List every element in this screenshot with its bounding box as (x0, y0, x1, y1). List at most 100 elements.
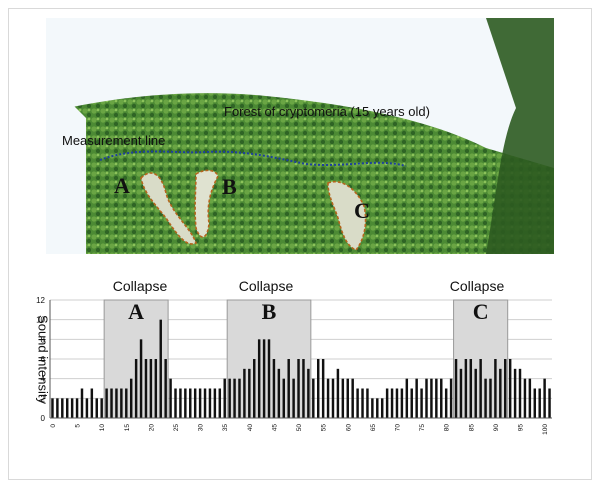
site-label-b: B (222, 174, 237, 199)
region-letter-b: B (262, 299, 277, 324)
bar (484, 378, 487, 418)
forest-photo: A B C Forest of cryptomeria (15 years ol… (46, 18, 554, 254)
x-tick-label: 55 (321, 424, 328, 432)
x-tick-label: 70 (394, 424, 401, 432)
bars (51, 319, 551, 418)
bar (307, 368, 310, 418)
bar (538, 388, 541, 418)
bar (223, 378, 226, 418)
bar (543, 378, 546, 418)
bar (80, 388, 84, 418)
bar (366, 388, 369, 418)
y-tick-label: 12 (36, 296, 45, 305)
bar (208, 388, 212, 418)
bar (533, 388, 537, 418)
y-tick-label: 6 (41, 355, 46, 364)
bar (115, 388, 118, 418)
bar (400, 388, 404, 418)
bar (415, 378, 418, 418)
bar (430, 378, 433, 418)
bar (513, 368, 517, 418)
x-tick-label: 95 (518, 424, 525, 432)
bar (395, 388, 399, 418)
bar (459, 368, 463, 418)
bar (110, 388, 113, 418)
bar (479, 359, 482, 418)
bar (144, 359, 148, 418)
bar (90, 388, 94, 418)
collapse-label-b: Collapse (238, 278, 294, 294)
sound-intensity-chart: A B C 0 2 4 6 8 10 12 0 5 10 15 20 25 30 35 40 45 50 55 60 65 7… (36, 296, 552, 435)
measurement-line-label: Measurement line (62, 133, 166, 148)
bar (51, 398, 54, 418)
axes (49, 300, 552, 419)
x-tick-label: 15 (124, 424, 131, 432)
bar (297, 359, 300, 418)
bar (504, 359, 507, 418)
bar (238, 378, 241, 418)
bar (70, 398, 74, 418)
x-tick-label: 100 (542, 424, 549, 435)
site-label-c: C (354, 198, 370, 223)
bar (312, 378, 315, 418)
bar (548, 388, 551, 418)
x-tick-label: 65 (370, 424, 377, 432)
x-tick-label: 50 (296, 424, 303, 432)
y-tick-label: 2 (41, 394, 46, 403)
x-tick-label: 35 (222, 424, 229, 432)
bar (489, 378, 492, 418)
bar (425, 378, 428, 418)
x-tick-label: 60 (345, 424, 352, 432)
bar (346, 378, 349, 418)
bar (75, 398, 79, 418)
bar (405, 378, 409, 418)
x-tick-label: 0 (50, 424, 57, 428)
bar (120, 388, 123, 418)
bar (262, 339, 266, 418)
bar (277, 368, 281, 418)
x-tick-label: 75 (419, 424, 426, 432)
bar (499, 368, 502, 418)
bar (159, 319, 162, 418)
bar (385, 388, 389, 418)
x-tick-label: 85 (468, 424, 475, 432)
bar (371, 398, 374, 418)
bar (174, 388, 177, 418)
bar (523, 378, 527, 418)
bar (228, 378, 231, 418)
bar (326, 378, 330, 418)
bar (321, 359, 325, 418)
forest-photo-drawing: A B C (46, 18, 554, 254)
x-tick-label: 25 (173, 424, 180, 432)
bar (449, 378, 453, 418)
bar (139, 339, 143, 418)
bar (376, 398, 379, 418)
bar (331, 378, 335, 418)
region-letter-c: C (473, 299, 489, 324)
bar (149, 359, 153, 418)
bar (164, 359, 167, 418)
photo-caption: Forest of cryptomeria (15 years old) (224, 104, 430, 119)
bar (125, 388, 128, 418)
bar (248, 368, 251, 418)
bar (198, 388, 202, 418)
bar (469, 359, 473, 418)
bar (129, 378, 133, 418)
x-tick-label: 5 (75, 424, 82, 428)
bar (361, 388, 364, 418)
bar (494, 359, 497, 418)
region-letter-a: A (128, 299, 144, 324)
bar (508, 359, 512, 418)
x-tick-label: 40 (247, 424, 254, 432)
x-tick-label: 90 (493, 424, 500, 432)
bar (213, 388, 217, 418)
bar (282, 378, 286, 418)
bar (444, 388, 448, 418)
bar (193, 388, 197, 418)
bar (105, 388, 108, 418)
bar (189, 388, 192, 418)
bar (435, 378, 438, 418)
x-tick-label: 20 (148, 424, 155, 432)
bar (380, 398, 384, 418)
bar (134, 359, 138, 418)
